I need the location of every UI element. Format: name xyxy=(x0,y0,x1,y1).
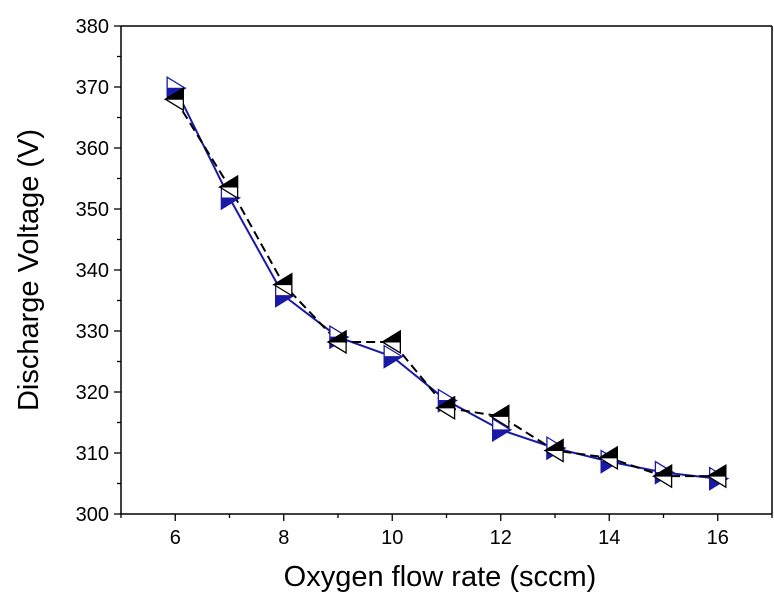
series-2-point xyxy=(597,445,618,471)
marker-fill xyxy=(383,356,404,369)
x-tick-label: 14 xyxy=(598,527,620,549)
series-1-point xyxy=(274,283,296,308)
series-2-point xyxy=(434,395,456,421)
series-2-point xyxy=(706,464,727,489)
y-tick-label: 320 xyxy=(76,382,109,404)
marker-fill xyxy=(543,438,564,452)
marker-fill xyxy=(163,87,184,100)
marker-fill xyxy=(492,429,513,442)
series-2-point xyxy=(272,272,293,297)
series-1-point xyxy=(383,344,404,369)
x-tick-label: 10 xyxy=(381,527,403,549)
marker-fill xyxy=(651,464,673,477)
marker-fill xyxy=(706,464,727,477)
series-1-point xyxy=(491,417,513,442)
series-lines xyxy=(174,87,718,480)
y-ticks: 300 310 320 330 340 350 360 370 380 xyxy=(76,16,121,526)
series-2-point xyxy=(217,174,239,200)
y-tick-label: 300 xyxy=(76,504,109,526)
marker-fill xyxy=(489,404,510,417)
x-tick-label: 6 xyxy=(170,527,181,549)
plot-area: 6 8 10 12 14 16 300 310 320 330 340 350 360 370 380 xyxy=(76,16,773,549)
marker-fill xyxy=(275,295,296,308)
x-ticks: 6 8 10 12 14 16 xyxy=(120,514,773,549)
marker-fill xyxy=(380,330,401,343)
series-2-point xyxy=(651,464,673,489)
y-tick-label: 340 xyxy=(76,260,109,282)
series-2-point xyxy=(380,329,402,355)
x-tick-label: 16 xyxy=(707,527,729,549)
y-axis-title: Discharge Voltage (V) xyxy=(13,129,45,411)
y-tick-label: 330 xyxy=(76,321,109,343)
series-2-point xyxy=(326,329,347,355)
series-2-point xyxy=(163,87,185,112)
x-axis-title: Oxygen flow rate (sccm) xyxy=(284,561,597,592)
y-tick-label: 380 xyxy=(76,16,109,38)
series-2-line xyxy=(174,98,718,478)
series-1-line xyxy=(174,87,718,480)
y-tick-label: 360 xyxy=(76,138,109,160)
marker-fill xyxy=(434,395,456,409)
marker-fill xyxy=(220,197,242,210)
marker-fill xyxy=(326,330,347,343)
marker-fill xyxy=(217,175,239,188)
x-tick-label: 8 xyxy=(278,527,289,549)
y-tick-label: 310 xyxy=(76,443,109,465)
x-tick-label: 12 xyxy=(490,527,512,549)
y-tick-label: 370 xyxy=(76,77,109,99)
marker-fill xyxy=(597,445,618,459)
series-2-point xyxy=(489,404,510,429)
series-2-point xyxy=(543,438,564,463)
marker-fill xyxy=(272,272,293,286)
series-markers xyxy=(163,76,730,491)
y-tick-label: 350 xyxy=(76,199,109,221)
